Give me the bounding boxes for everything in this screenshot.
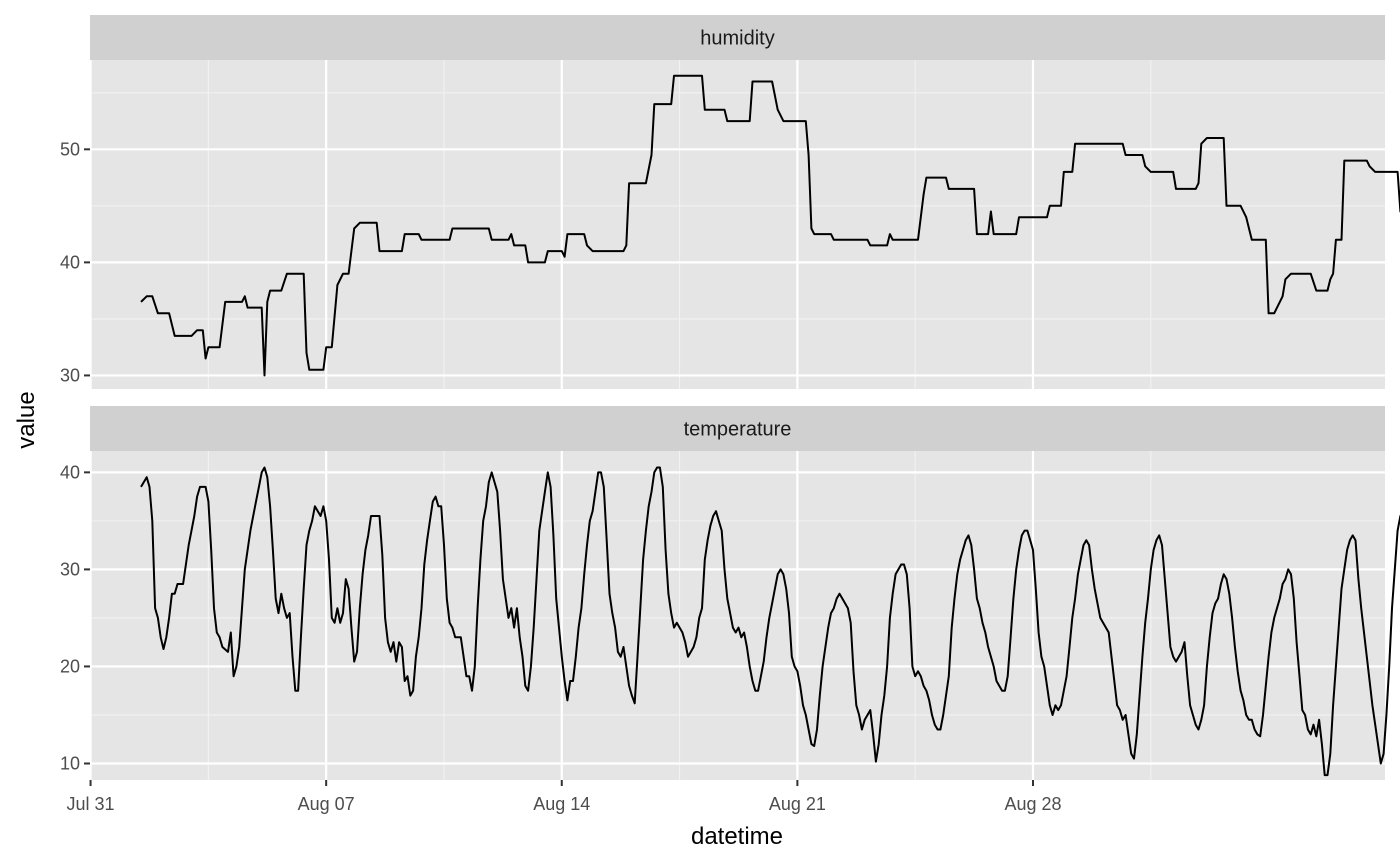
facets-layer: humidity 30 40 50 temperature 10 20 30 40 [60, 15, 1400, 780]
y-tick-label: 40 [60, 252, 80, 272]
y-axis-title: value [13, 391, 40, 448]
facet-strip-label: humidity [700, 28, 774, 50]
y-tick-label: 20 [60, 656, 80, 676]
facet-temperature: temperature 10 20 30 40 [60, 406, 1400, 780]
x-axis: Jul 31 Aug 07 Aug 14 Aug 21 Aug 28 [67, 780, 1062, 814]
y-tick-label: 30 [60, 559, 80, 579]
y-tick-label: 30 [60, 365, 80, 385]
x-axis-title: datetime [691, 823, 783, 850]
x-tick-label: Aug 07 [298, 794, 355, 814]
panel-background [90, 60, 1385, 389]
series-line-humidity [140, 74, 1400, 377]
x-tick-label: Aug 21 [769, 794, 826, 814]
facet-strip [90, 15, 1385, 60]
x-tick-label: Aug 28 [1004, 794, 1061, 814]
y-tick-label: 40 [60, 462, 80, 482]
facet-humidity: humidity 30 40 50 [60, 15, 1400, 389]
panel-background [90, 451, 1385, 780]
facet-strip [90, 406, 1385, 451]
y-tick-label: 50 [60, 139, 80, 159]
facet-strip-label: temperature [684, 419, 792, 441]
y-tick-label: 10 [60, 754, 80, 774]
x-tick-label: Aug 14 [533, 794, 590, 814]
x-tick-label: Jul 31 [67, 794, 115, 814]
series-line-temperature [140, 466, 1400, 777]
